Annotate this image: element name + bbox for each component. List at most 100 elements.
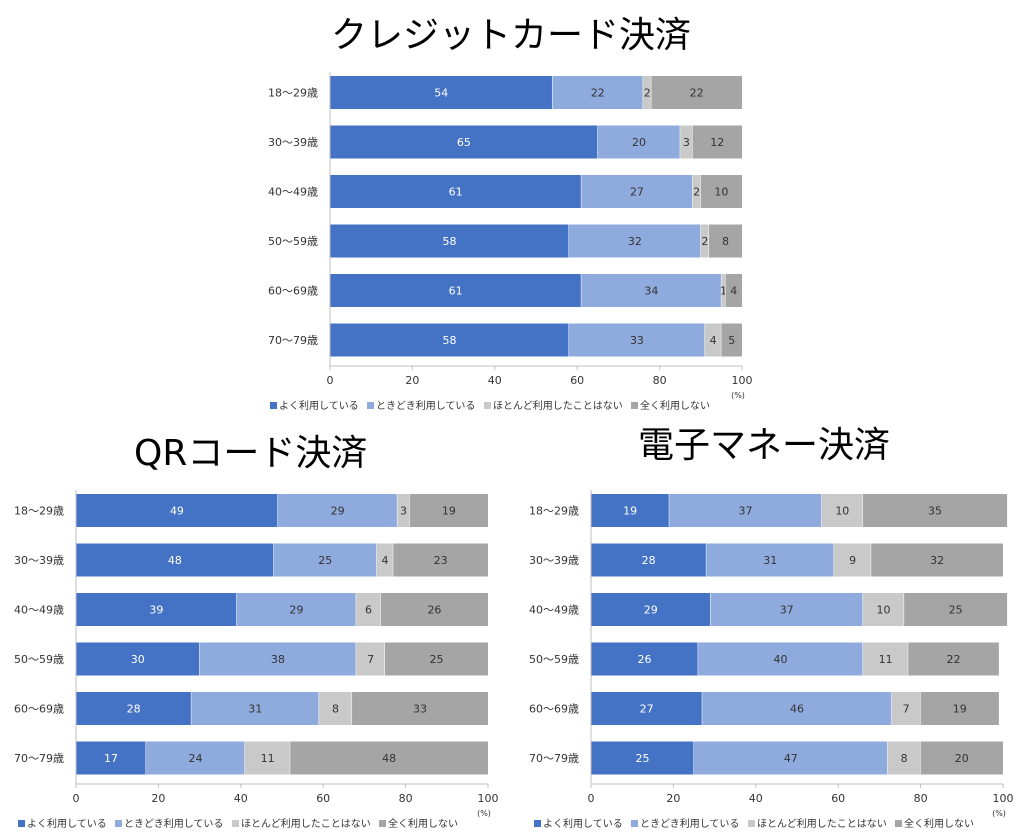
bar-segment <box>356 593 381 626</box>
bar-segment <box>76 741 147 775</box>
bar-segment <box>591 741 694 775</box>
data-label: 9 <box>849 554 856 567</box>
category-label: 40～49歳 <box>268 186 318 199</box>
bar-segment <box>721 274 726 307</box>
data-label: 5 <box>728 334 735 347</box>
bar-segment <box>330 274 582 307</box>
axis-unit-label: (%) <box>992 809 1006 818</box>
bar-segment <box>920 692 999 725</box>
bar-segment <box>277 494 398 527</box>
legend-label-rarely: ほとんど利用したことはない <box>493 400 623 412</box>
data-label: 31 <box>763 554 777 567</box>
bar-segment <box>76 543 274 577</box>
bar-segment <box>76 593 237 626</box>
bar-segment <box>236 593 357 626</box>
bar-segment <box>834 543 872 577</box>
data-label: 65 <box>457 136 471 149</box>
data-label: 19 <box>442 505 456 518</box>
data-label: 34 <box>644 285 658 298</box>
data-label: 11 <box>261 752 275 765</box>
bar-segment <box>591 543 707 577</box>
x-tick-label: 60 <box>316 792 330 805</box>
bar-segment <box>891 692 921 725</box>
bar-segment <box>76 692 192 725</box>
bar-segment <box>920 741 1003 775</box>
category-label: 30～39歳 <box>14 554 64 567</box>
axis-unit-label: (%) <box>731 391 745 400</box>
bar-segment <box>887 741 921 775</box>
data-label: 39 <box>149 604 163 617</box>
data-label: 35 <box>928 505 942 518</box>
data-label: 61 <box>449 186 463 199</box>
category-label: 50～59歳 <box>268 235 318 248</box>
data-label: 48 <box>382 752 396 765</box>
data-label: 33 <box>630 334 644 347</box>
x-tick-label: 0 <box>327 374 334 387</box>
chart-title-e-money: 電子マネー決済 <box>638 425 891 466</box>
legend-label-never: 全く利用しない <box>640 399 710 412</box>
bar-segment <box>397 494 410 527</box>
data-label: 2 <box>693 186 700 199</box>
data-label: 4 <box>382 554 389 567</box>
bar-segment <box>385 642 488 676</box>
legend-label-never: 全く利用しない <box>904 817 974 830</box>
chart-title-qr-code: QRコード決済 <box>134 433 368 474</box>
bar-segment <box>581 175 693 208</box>
category-label: 50～59歳 <box>14 653 64 666</box>
data-label: 54 <box>434 87 448 100</box>
data-label: 24 <box>188 752 202 765</box>
bar-segment <box>244 741 291 775</box>
data-label: 29 <box>289 604 303 617</box>
data-label: 20 <box>632 136 646 149</box>
data-label: 27 <box>640 703 654 716</box>
bar-segment <box>393 543 488 577</box>
data-label: 12 <box>710 136 724 149</box>
data-label: 33 <box>413 703 427 716</box>
data-label: 38 <box>271 653 285 666</box>
legend-swatch-sometimes <box>631 820 638 827</box>
legend-label-sometimes: ときどき利用している <box>640 818 739 830</box>
data-label: 58 <box>442 334 456 347</box>
category-label: 40～49歳 <box>529 604 579 617</box>
bar-segment <box>725 274 742 307</box>
bar-segment <box>698 642 863 676</box>
data-label: 27 <box>630 186 644 199</box>
bar-segment <box>692 125 742 159</box>
data-label: 25 <box>636 752 650 765</box>
bar-segment <box>319 692 353 725</box>
category-label: 60～69歳 <box>14 703 64 716</box>
bar-segment <box>191 692 320 725</box>
data-label: 11 <box>879 653 893 666</box>
bar-segment <box>591 692 703 725</box>
legend-swatch-often <box>534 820 541 827</box>
data-label: 22 <box>591 87 605 100</box>
bar-segment <box>352 692 488 725</box>
bar-segment <box>871 543 1003 577</box>
bar-segment <box>700 224 710 258</box>
legend-swatch-never <box>631 402 638 409</box>
data-label: 30 <box>131 653 145 666</box>
bar-segment <box>591 642 699 676</box>
x-tick-label: 60 <box>831 792 845 805</box>
data-label: 1 <box>720 285 727 298</box>
category-label: 50～59歳 <box>529 653 579 666</box>
data-label: 10 <box>714 186 728 199</box>
x-tick-label: 20 <box>405 374 419 387</box>
data-label: 37 <box>780 604 794 617</box>
data-label: 4 <box>710 334 717 347</box>
data-label: 61 <box>449 285 463 298</box>
data-label: 4 <box>730 285 737 298</box>
legend-swatch-never <box>379 820 386 827</box>
category-label: 60～69歳 <box>268 285 318 298</box>
legend-swatch-rarely <box>748 820 755 827</box>
bar-segment <box>692 175 701 208</box>
bar-segment <box>709 224 742 258</box>
legend-label-rarely: ほとんど利用したことはない <box>757 818 887 830</box>
bar-segment <box>376 543 394 577</box>
chart-title-credit-card: クレジットカード決済 <box>331 15 692 56</box>
data-label: 49 <box>170 505 184 518</box>
category-label: 70～79歳 <box>529 752 579 765</box>
legend-swatch-rarely <box>484 402 491 409</box>
